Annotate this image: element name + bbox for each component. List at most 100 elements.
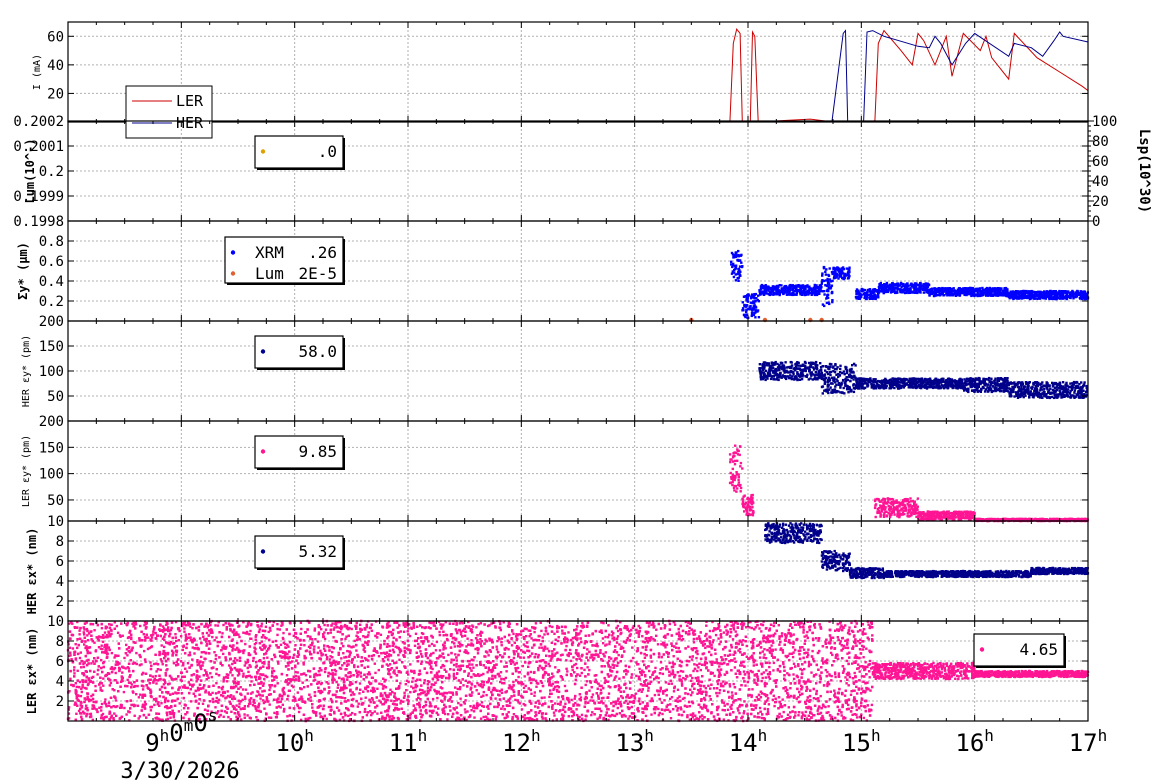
data-point [820,280,824,283]
data-point [767,285,770,289]
data-point [772,361,775,365]
data-point [1004,387,1007,390]
data-point [1054,394,1057,397]
data-point [873,288,876,292]
data-point [833,376,836,379]
data-point [957,514,960,517]
data-point [789,374,792,377]
data-point [890,497,894,501]
data-point [902,288,906,291]
data-point [836,366,839,369]
data-point [1044,297,1048,300]
data-point [765,363,768,367]
data-point [923,285,926,288]
data-point [861,290,864,293]
data-point [883,386,886,390]
data-point [730,272,734,275]
data-point [955,291,958,295]
data-point [758,290,762,293]
data-point [763,376,766,379]
data-point [1046,293,1049,296]
data-point [841,276,844,280]
data-point [898,501,902,505]
data-point [813,374,816,377]
data-point [1005,291,1008,295]
data-point [934,381,937,385]
data-point [1057,292,1060,295]
data-point [1040,382,1043,385]
data-point [1072,297,1075,300]
data-point [844,381,847,385]
data-point [881,286,884,290]
data-point [878,290,881,294]
data-point [966,389,970,393]
data-point [738,453,741,457]
data-point [762,285,766,288]
data-point [801,373,805,376]
data-point [864,295,867,299]
data-point [832,379,835,383]
data-point [736,277,739,280]
data-point [907,505,911,508]
data-point [899,281,903,285]
data-point [833,266,836,270]
data-point [933,291,936,295]
data-point [984,382,988,385]
data-point [856,295,859,299]
legend-value: 58.0 [298,342,337,361]
data-point [1005,294,1008,298]
data-point [728,453,732,456]
data-point [737,481,741,484]
data-point [746,505,750,508]
data-point [1045,290,1049,293]
data-point [777,289,781,292]
data-point [884,288,887,291]
data-point [899,381,902,384]
data-point [1026,296,1029,300]
data-point [893,513,896,516]
data-point [795,293,798,296]
data-point [776,369,779,372]
data-point [820,377,823,380]
data-point [852,362,856,366]
data-point [1073,292,1076,296]
data-point [990,390,993,394]
data-point [775,378,779,381]
data-point [906,287,909,290]
data-point [946,380,949,384]
data-point [936,287,940,290]
data-point [847,276,850,280]
data-point [908,377,911,380]
data-point [754,316,757,319]
data-point [964,514,967,517]
data-point [1011,290,1015,293]
data-point [804,287,807,291]
data-point [979,381,982,384]
data-point [775,291,778,294]
data-point [895,507,898,510]
data-point [786,370,789,373]
data-point [830,376,834,379]
data-point [845,369,849,372]
data-point [1006,377,1009,380]
data-point [1073,389,1077,392]
data-point [772,375,775,378]
data-point [973,389,976,393]
data-point [918,288,922,291]
data-point [839,384,842,388]
data-point [920,511,923,515]
y-tick-label: 0.1998 [13,214,64,230]
legend-marker [260,149,266,154]
data-point [804,291,808,294]
data-point [744,295,748,298]
y-tick-label: 0.8 [39,234,64,250]
data-point [830,363,833,366]
data-point [761,290,764,293]
data-point [796,371,799,374]
data-point [903,503,906,507]
data-point [1069,382,1072,385]
data-point [1081,384,1085,388]
data-point [736,272,739,276]
data-point [776,362,779,366]
data-point [789,283,792,287]
